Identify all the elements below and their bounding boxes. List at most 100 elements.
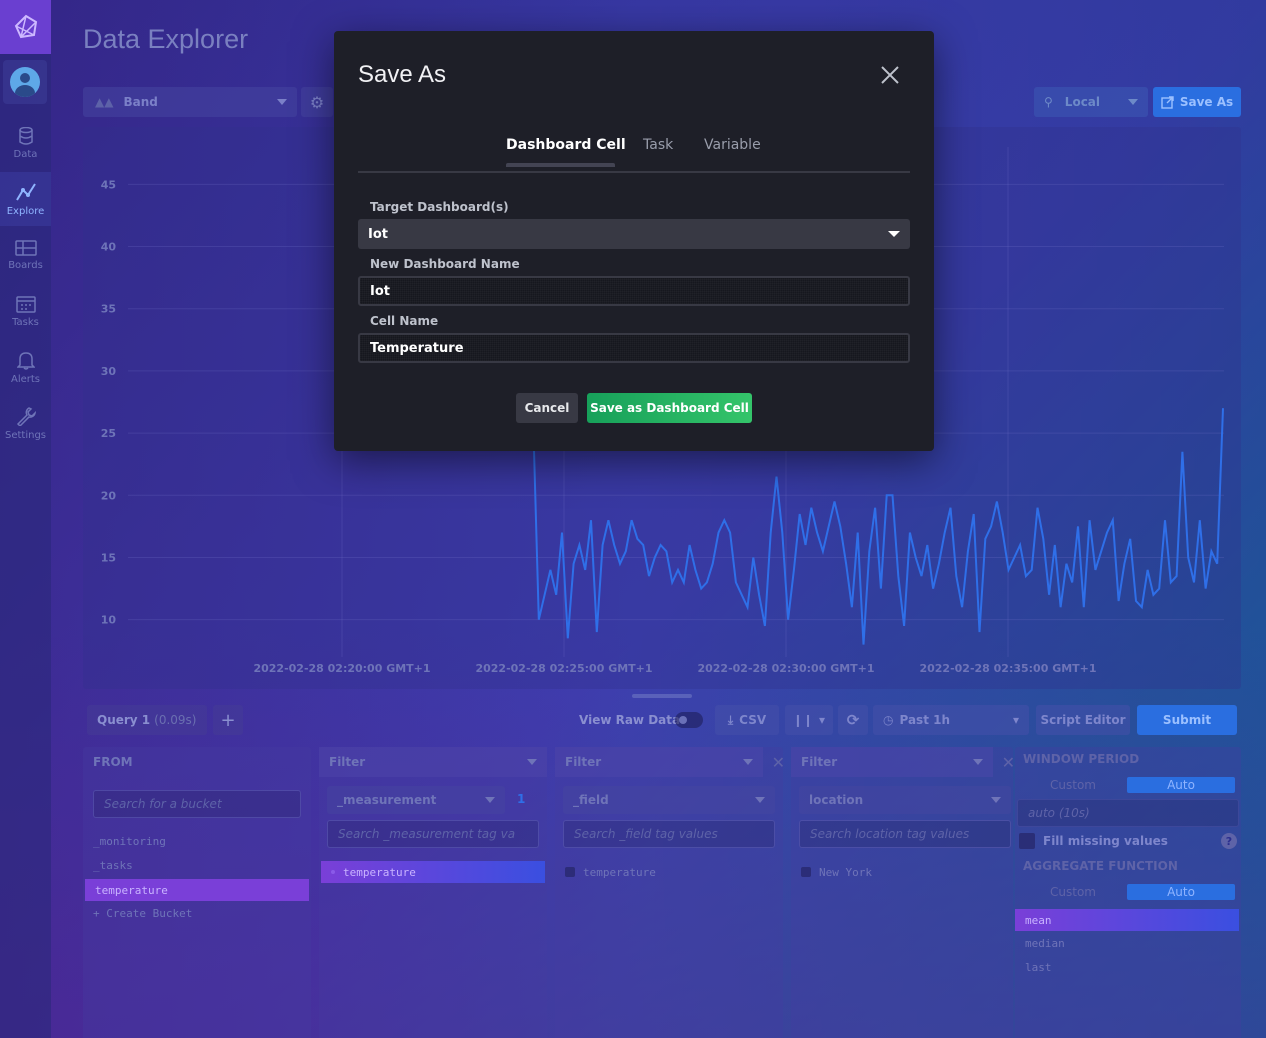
sidebar-item-data[interactable]: Data [0,116,51,170]
dialog-title: Save As [358,61,447,88]
aggregate-function-item[interactable]: last [1025,960,1052,974]
refresh-button[interactable]: ⟳ [838,705,868,735]
tag-key-dropdown[interactable]: _field [563,786,775,814]
time-range-label: Past 1h [899,713,951,727]
band-chart-icon: ▲▲ [95,95,114,109]
cancel-button[interactable]: Cancel [516,393,578,423]
tag-value-item-selected[interactable]: temperature [321,861,545,883]
submit-button[interactable]: Submit [1137,705,1237,735]
save-as-button[interactable]: Save As [1153,87,1241,117]
selected-count-badge: 1 [517,792,526,806]
sidebar-item-boards[interactable]: Boards [0,228,51,282]
pause-icon: ❙❙ [792,713,814,727]
save-as-dialog: Save As Dashboard Cell Task Variable Tar… [334,31,934,451]
tag-value-item[interactable]: temperature [555,861,783,883]
help-icon[interactable]: ? [1221,833,1237,849]
y-tick-label: 10 [101,614,117,627]
fill-missing-checkbox[interactable]: Fill missing values ? [1017,830,1239,852]
filter-function-dropdown[interactable]: Filter ✕ [555,747,785,777]
customize-button[interactable]: ⚙ [301,87,333,117]
query-tab[interactable]: Query 1 (0.09s) [87,705,207,735]
visualization-type-dropdown[interactable]: ▲▲ Band [83,87,297,117]
window-period-toggle[interactable]: Custom Auto [1019,777,1235,793]
bucket-search-input[interactable]: Search for a bucket [93,790,301,818]
close-icon[interactable]: ✕ [771,753,785,772]
cell-name-input[interactable]: Temperature [358,333,910,363]
sidebar-item-alerts[interactable]: Alerts [0,340,51,394]
bucket-item[interactable]: _tasks [93,858,133,872]
script-editor-label: Script Editor [1040,713,1126,727]
sidebar: Data Explore Boards Tasks Alerts Setting… [0,0,51,1038]
database-icon [18,126,33,145]
aggregate-card: WINDOW PERIOD Custom Auto auto (10s) Fil… [1015,747,1241,1038]
tab-variable[interactable]: Variable [704,137,761,153]
aggregate-function-title: AGGREGATE FUNCTION [1023,859,1178,873]
tag-value-search-input[interactable]: Search _field tag values [563,820,775,848]
chevron-down-icon [485,797,495,803]
wrench-icon [16,406,36,426]
logo[interactable] [0,0,51,54]
checkbox [1019,833,1035,849]
tag-value-search-input[interactable]: Search location tag values [799,820,1011,848]
sidebar-item-label: Explore [6,205,45,217]
filter-card-title: Filter [565,755,602,769]
window-auto-option[interactable]: Auto [1127,777,1235,793]
sidebar-item-tasks[interactable]: Tasks [0,284,51,338]
download-icon: ⤓ [727,712,734,727]
add-query-button[interactable]: + [213,705,243,735]
sidebar-item-explore[interactable]: Explore [0,172,51,226]
page-title: Data Explorer [83,24,249,54]
tag-key-label: _field [573,793,609,807]
tag-key-dropdown[interactable]: _measurement [327,786,505,814]
target-dashboard-dropdown[interactable]: Iot [358,219,910,249]
calendar-icon [15,295,36,313]
avatar [10,67,40,97]
create-bucket-link[interactable]: + Create Bucket [93,906,193,920]
bucket-item[interactable]: _monitoring [93,834,166,848]
new-dashboard-name-input[interactable]: Iot [358,276,910,306]
csv-label: CSV [739,713,767,727]
chevron-down-icon: ▾ [819,713,826,727]
aggregate-function-item[interactable]: median [1025,936,1065,950]
script-editor-button[interactable]: Script Editor [1036,705,1130,735]
clock-icon: ◷ [883,713,894,727]
bucket-item-selected[interactable]: temperature [85,879,309,901]
chevron-down-icon: ▾ [1012,713,1019,727]
filter-function-dropdown[interactable]: Filter ✕ [791,747,1015,777]
panel-resize-handle[interactable] [632,694,692,698]
x-tick-label: 2022-02-28 02:25:00 GMT+1 [475,662,652,675]
filter-card-title: Filter [329,755,366,769]
view-raw-data-toggle[interactable] [675,712,703,728]
x-tick-label: 2022-02-28 02:30:00 GMT+1 [697,662,874,675]
target-dashboard-value: Iot [368,226,388,242]
tag-key-dropdown[interactable]: location [799,786,1011,814]
aggregate-auto-option[interactable]: Auto [1127,884,1235,900]
close-icon[interactable]: ✕ [1001,753,1015,772]
y-tick-label: 25 [101,427,116,440]
tag-value-item[interactable]: New York [791,861,1013,883]
tag-value-label: temperature [583,865,656,879]
window-custom-option[interactable]: Custom [1050,778,1096,792]
checkbox [331,870,335,874]
aggregate-function-item-selected[interactable]: mean [1015,909,1239,931]
tab-task[interactable]: Task [643,137,674,153]
window-period-title: WINDOW PERIOD [1023,752,1140,766]
sidebar-item-settings[interactable]: Settings [0,396,51,450]
time-range-dropdown[interactable]: ◷ Past 1h ▾ [873,705,1029,735]
csv-download-button[interactable]: ⤓ CSV [715,705,779,735]
window-period-input[interactable]: auto (10s) [1017,799,1239,827]
sidebar-item-label: Settings [4,429,46,441]
save-as-dashboard-cell-button[interactable]: Save as Dashboard Cell [587,393,752,423]
filter-function-dropdown[interactable]: Filter [319,747,547,777]
aggregate-custom-option[interactable]: Custom [1050,885,1096,899]
y-tick-label: 35 [101,303,116,316]
tag-value-label: temperature [343,865,416,879]
timezone-dropdown[interactable]: ⚲ Local [1034,87,1148,117]
autorefresh-dropdown[interactable]: ❙❙ ▾ [785,705,833,735]
tab-dashboard-cell[interactable]: Dashboard Cell [506,137,626,153]
tag-value-search-input[interactable]: Search _measurement tag va [327,820,539,848]
user-menu[interactable] [3,60,47,104]
new-dashboard-name-label: New Dashboard Name [370,257,520,271]
aggregate-function-toggle[interactable]: Custom Auto [1019,884,1235,900]
close-button[interactable] [879,64,901,86]
